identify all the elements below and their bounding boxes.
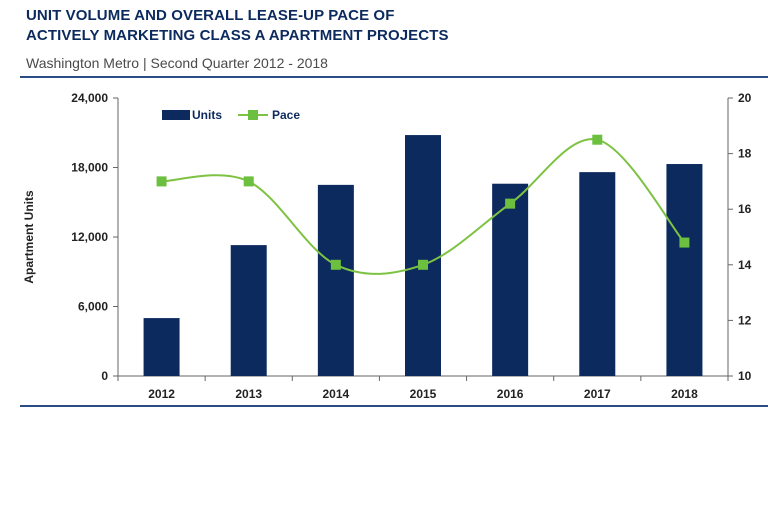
title-line-2: ACTIVELY MARKETING CLASS A APARTMENT PRO… (26, 27, 449, 44)
x-tick-label: 2017 (584, 387, 611, 401)
legend-pace-label: Pace (272, 108, 300, 122)
bar-2015 (405, 135, 441, 376)
y-tick-label-right: 18 (738, 147, 752, 161)
pace-marker-2013 (243, 176, 254, 187)
y-tick-label-left: 6,000 (78, 300, 108, 314)
bar-2017 (579, 172, 616, 376)
y-tick-label-right: 16 (738, 202, 752, 216)
y-axis-title: Apartment Units (22, 190, 36, 284)
y-tick-label-right: 12 (738, 313, 752, 327)
pace-marker-2015 (418, 259, 428, 270)
bar-2014 (317, 184, 354, 376)
bar-2018 (666, 164, 703, 376)
x-tick-label: 2012 (148, 387, 175, 401)
y-tick-label-right: 20 (738, 91, 752, 105)
x-tick-label: 2014 (323, 387, 350, 401)
legend-pace-marker (248, 110, 258, 120)
title-line-1: UNIT VOLUME AND OVERALL LEASE-UP PACE OF (26, 7, 395, 24)
chart-subtitle: Washington Metro | Second Quarter 2012 -… (26, 55, 328, 71)
pace-marker-2012 (156, 176, 167, 187)
bar-2012 (143, 318, 180, 376)
y-tick-label-left: 0 (101, 369, 108, 383)
pace-marker-2014 (330, 259, 341, 270)
legend-units-label: Units (192, 108, 222, 122)
pace-marker-2018 (679, 237, 690, 248)
pace-marker-2016 (505, 198, 516, 209)
y-tick-label-right: 10 (738, 369, 752, 383)
bottom-divider (20, 405, 768, 407)
top-divider (20, 76, 768, 78)
y-tick-label-left: 24,000 (71, 91, 108, 105)
pace-marker-2017 (592, 134, 603, 145)
bar-2016 (492, 183, 529, 376)
x-tick-label: 2015 (410, 387, 437, 401)
x-tick-label: 2013 (235, 387, 262, 401)
y-tick-label-right: 14 (738, 258, 752, 272)
bar-2013 (230, 245, 267, 376)
y-tick-label-left: 12,000 (71, 230, 108, 244)
x-tick-label: 2018 (671, 387, 698, 401)
chart-title: UNIT VOLUME AND OVERALL LEASE-UP PACE OF… (26, 6, 449, 46)
y-tick-label-left: 18,000 (71, 161, 108, 175)
legend-units-swatch (162, 110, 190, 120)
x-tick-label: 2016 (497, 387, 524, 401)
